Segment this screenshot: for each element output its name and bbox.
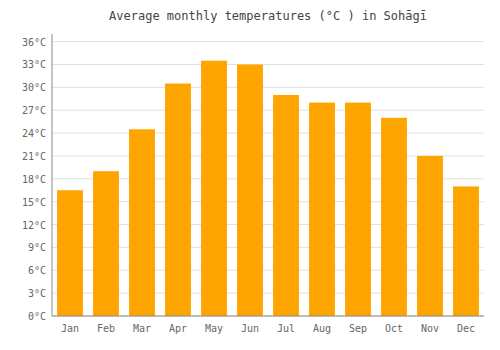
grid-line xyxy=(52,41,484,42)
bar xyxy=(237,64,263,316)
chart-svg: Average monthly temperatures (°C ) in So… xyxy=(0,0,500,350)
x-tick-label: Aug xyxy=(313,323,331,334)
y-tick-label: 18°C xyxy=(22,174,46,185)
y-tick-label: 30°C xyxy=(22,82,46,93)
y-tick-label: 0°C xyxy=(28,311,46,322)
grid-line xyxy=(52,64,484,65)
bar xyxy=(381,118,407,316)
bar xyxy=(165,84,191,316)
x-axis-line xyxy=(52,316,484,317)
y-tick-label: 33°C xyxy=(22,59,46,70)
x-tick-label: Sep xyxy=(349,323,367,334)
y-tick-label: 21°C xyxy=(22,151,46,162)
x-tick-label: May xyxy=(205,323,223,334)
y-tick-label: 15°C xyxy=(22,197,46,208)
grid-line xyxy=(52,316,484,317)
x-tick-label: Apr xyxy=(169,323,187,334)
y-tick-label: 36°C xyxy=(22,37,46,48)
x-tick-label: Mar xyxy=(133,323,151,334)
grid-line xyxy=(52,110,484,111)
bar xyxy=(93,171,119,316)
bar xyxy=(129,129,155,316)
x-tick-label: Oct xyxy=(385,323,403,334)
bar xyxy=(201,61,227,316)
chart-title: Average monthly temperatures (°C ) in So… xyxy=(109,9,427,23)
y-tick-label: 27°C xyxy=(22,105,46,116)
y-tick-label: 6°C xyxy=(28,265,46,276)
x-tick-label: Nov xyxy=(421,323,439,334)
bar xyxy=(309,103,335,316)
grid xyxy=(52,42,484,316)
bar xyxy=(417,156,443,316)
x-tick-label: Feb xyxy=(97,323,115,334)
bar xyxy=(273,95,299,316)
x-tick-label: Jun xyxy=(241,323,259,334)
bar xyxy=(453,186,479,316)
x-tick-label: Jan xyxy=(61,323,79,334)
bar xyxy=(345,103,371,316)
bar xyxy=(57,190,83,316)
bars xyxy=(57,61,479,316)
y-tick-label: 12°C xyxy=(22,220,46,231)
grid-line xyxy=(52,133,484,134)
chart-container: Average monthly temperatures (°C ) in So… xyxy=(0,0,500,350)
y-axis-line xyxy=(52,34,53,316)
x-tick-label: Jul xyxy=(277,323,295,334)
grid-line xyxy=(52,87,484,88)
y-tick-label: 3°C xyxy=(28,288,46,299)
x-tick-label: Dec xyxy=(457,323,475,334)
y-tick-label: 24°C xyxy=(22,128,46,139)
y-tick-label: 9°C xyxy=(28,242,46,253)
